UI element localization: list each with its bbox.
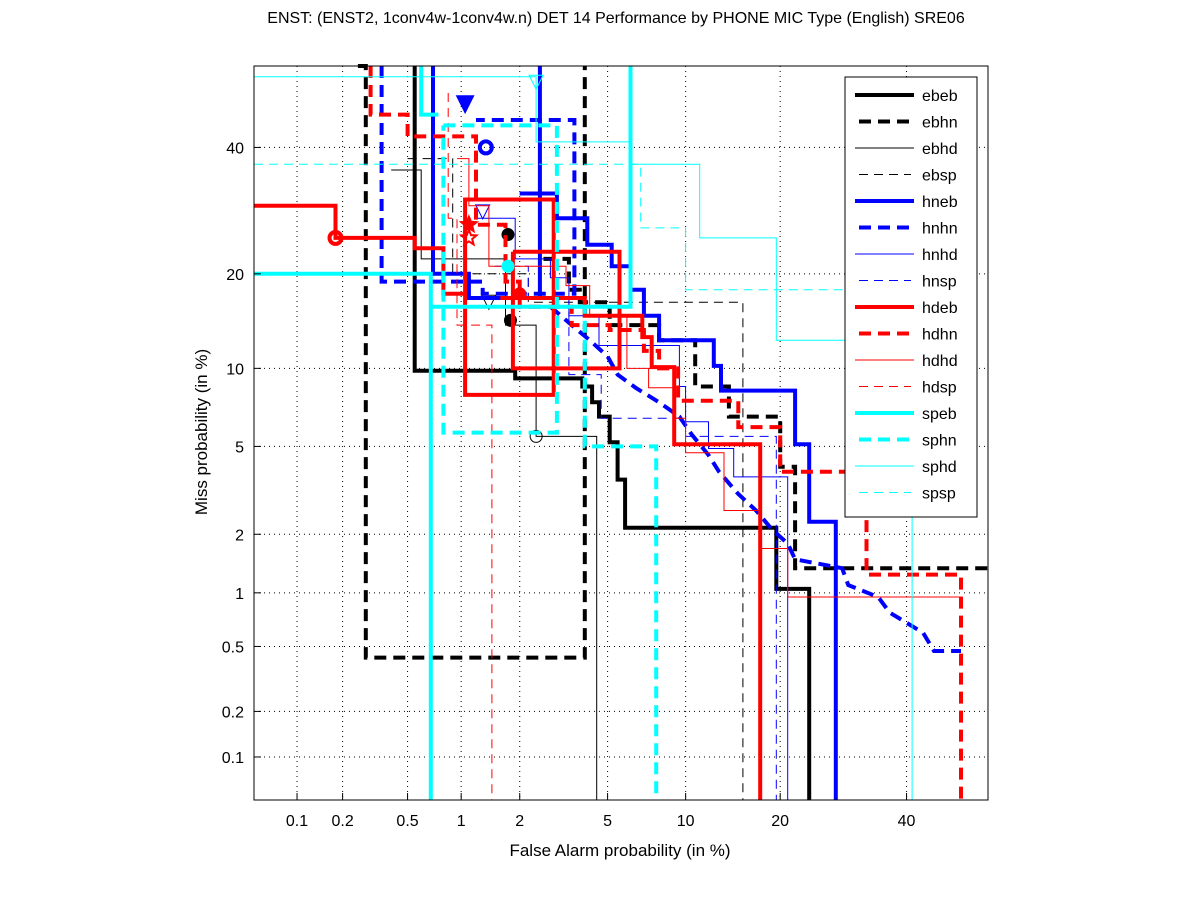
x-tick-label: 10 xyxy=(677,813,695,830)
legend-label-ebhn: ebhn xyxy=(922,115,958,132)
y-tick-label: 20 xyxy=(226,267,244,284)
x-axis-label: False Alarm probability (in %) xyxy=(509,841,730,860)
x-tick-label: 20 xyxy=(771,813,789,830)
legend-label-hneb: hneb xyxy=(922,194,958,211)
x-tick-label: 2 xyxy=(515,813,524,830)
marker-speb xyxy=(501,259,515,273)
x-tick-label: 1 xyxy=(457,813,466,830)
series-spsp xyxy=(254,163,961,291)
series-hdhn xyxy=(368,66,963,800)
legend-label-sphd: sphd xyxy=(922,459,957,476)
legend-label-hdeb: hdeb xyxy=(922,300,958,317)
series-sphd xyxy=(254,76,913,800)
legend: ebeb ebhn ebhd ebsp hneb hnhn hnhd hnsp hdeb hdhn… xyxy=(844,76,978,518)
legend-label-hnhn: hnhn xyxy=(922,221,958,238)
y-tick-label: 2 xyxy=(235,527,244,544)
y-tick-label: 0.5 xyxy=(222,639,244,656)
chart-title: ENST: (ENST2, 1conv4w-1conv4w.n) DET 14 … xyxy=(267,10,965,27)
series-hdsp xyxy=(447,93,493,800)
y-axis-ticks: 0.1 0.2 0.5 1 2 5 10 20 40 xyxy=(222,140,261,767)
legend-label-hnhd: hnhd xyxy=(922,247,958,264)
marker-ebsp xyxy=(481,294,497,311)
y-tick-label: 40 xyxy=(226,140,244,157)
legend-label-spsp: spsp xyxy=(922,486,956,503)
legend-label-ebsp: ebsp xyxy=(922,168,957,185)
series-ebsp xyxy=(407,158,744,800)
x-tick-label: 0.5 xyxy=(396,813,418,830)
series-hdhd xyxy=(457,158,961,598)
series-hnsp xyxy=(494,265,777,800)
x-tick-label: 5 xyxy=(603,813,612,830)
x-tick-label: 40 xyxy=(898,813,916,830)
legend-label-sphn: sphn xyxy=(922,433,957,450)
series-sphn xyxy=(441,123,559,435)
marker-hnsp xyxy=(474,204,491,221)
series-hneb-segment xyxy=(519,191,838,800)
y-tick-label: 10 xyxy=(226,361,244,378)
series-speb-segment xyxy=(419,66,439,117)
y-axis-label: Miss probability (in %) xyxy=(192,349,211,515)
x-tick-label: 0.1 xyxy=(286,813,308,830)
legend-label-hdhn: hdhn xyxy=(922,327,958,344)
marker-hdeb xyxy=(327,229,344,246)
y-tick-label: 1 xyxy=(235,586,244,603)
series-hdeb-segment xyxy=(510,249,622,371)
series-sphn-segment xyxy=(579,304,659,800)
series-ebeb xyxy=(412,66,812,800)
plot-frame xyxy=(253,65,989,801)
series-hneb xyxy=(431,66,542,300)
marker-ebhd xyxy=(529,429,543,443)
x-tick-label: 0.2 xyxy=(331,813,353,830)
legend-label-ebeb: ebeb xyxy=(922,88,958,105)
marker-hdhd xyxy=(458,227,480,247)
legend-box xyxy=(844,76,978,518)
series-hnhn xyxy=(379,66,577,296)
x-axis-ticks: 0.1 0.2 0.5 1 2 5 10 20 40 xyxy=(286,793,916,830)
det-curves xyxy=(254,64,988,800)
legend-label-hnsp: hnsp xyxy=(922,274,957,291)
series-hnhn-segment xyxy=(549,305,961,653)
marker-sphd xyxy=(528,74,544,91)
marker-hneb xyxy=(477,139,494,156)
marker-hdhn xyxy=(513,287,527,301)
legend-label-ebhd: ebhd xyxy=(922,141,958,158)
y-tick-label: 0.2 xyxy=(222,704,244,721)
legend-label-hdhd: hdhd xyxy=(922,353,958,370)
legend-label-speb: speb xyxy=(922,406,957,423)
marker-hnhn xyxy=(455,95,475,115)
y-tick-label: 0.1 xyxy=(222,750,244,767)
y-tick-label: 5 xyxy=(235,439,244,456)
series-speb xyxy=(254,271,433,800)
series-hnhd xyxy=(476,217,789,800)
series-ebhn xyxy=(357,64,587,660)
marker-hdsp xyxy=(458,214,480,234)
legend-label-hdsp: hdsp xyxy=(922,380,957,397)
series-ebhd xyxy=(391,169,598,800)
